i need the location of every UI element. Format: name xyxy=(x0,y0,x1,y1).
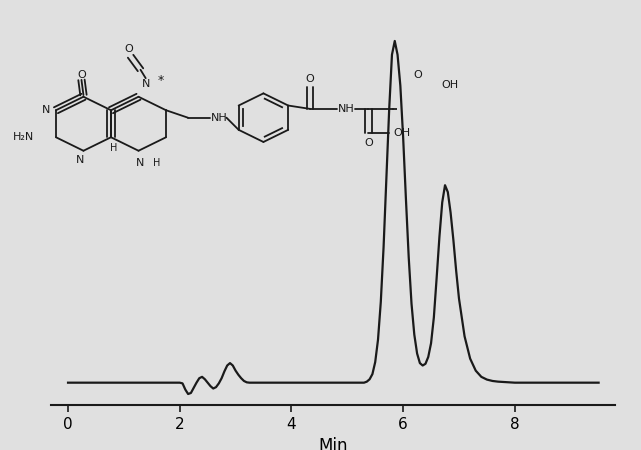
Text: O: O xyxy=(413,70,422,80)
Text: NH: NH xyxy=(338,104,355,114)
Text: O: O xyxy=(306,73,315,84)
Text: N: N xyxy=(42,105,50,115)
Text: O: O xyxy=(364,138,373,148)
Text: OH: OH xyxy=(442,80,459,90)
Text: N: N xyxy=(76,155,85,165)
Text: N: N xyxy=(137,158,145,167)
Text: O: O xyxy=(77,70,86,80)
Text: H: H xyxy=(110,143,118,153)
Text: *: * xyxy=(157,74,163,87)
Text: H₂N: H₂N xyxy=(13,132,34,142)
Text: O: O xyxy=(124,45,133,54)
Text: NH: NH xyxy=(212,112,228,123)
Text: H: H xyxy=(153,158,160,167)
X-axis label: Min: Min xyxy=(319,437,348,450)
Text: OH: OH xyxy=(394,128,411,138)
Text: N: N xyxy=(142,79,150,89)
